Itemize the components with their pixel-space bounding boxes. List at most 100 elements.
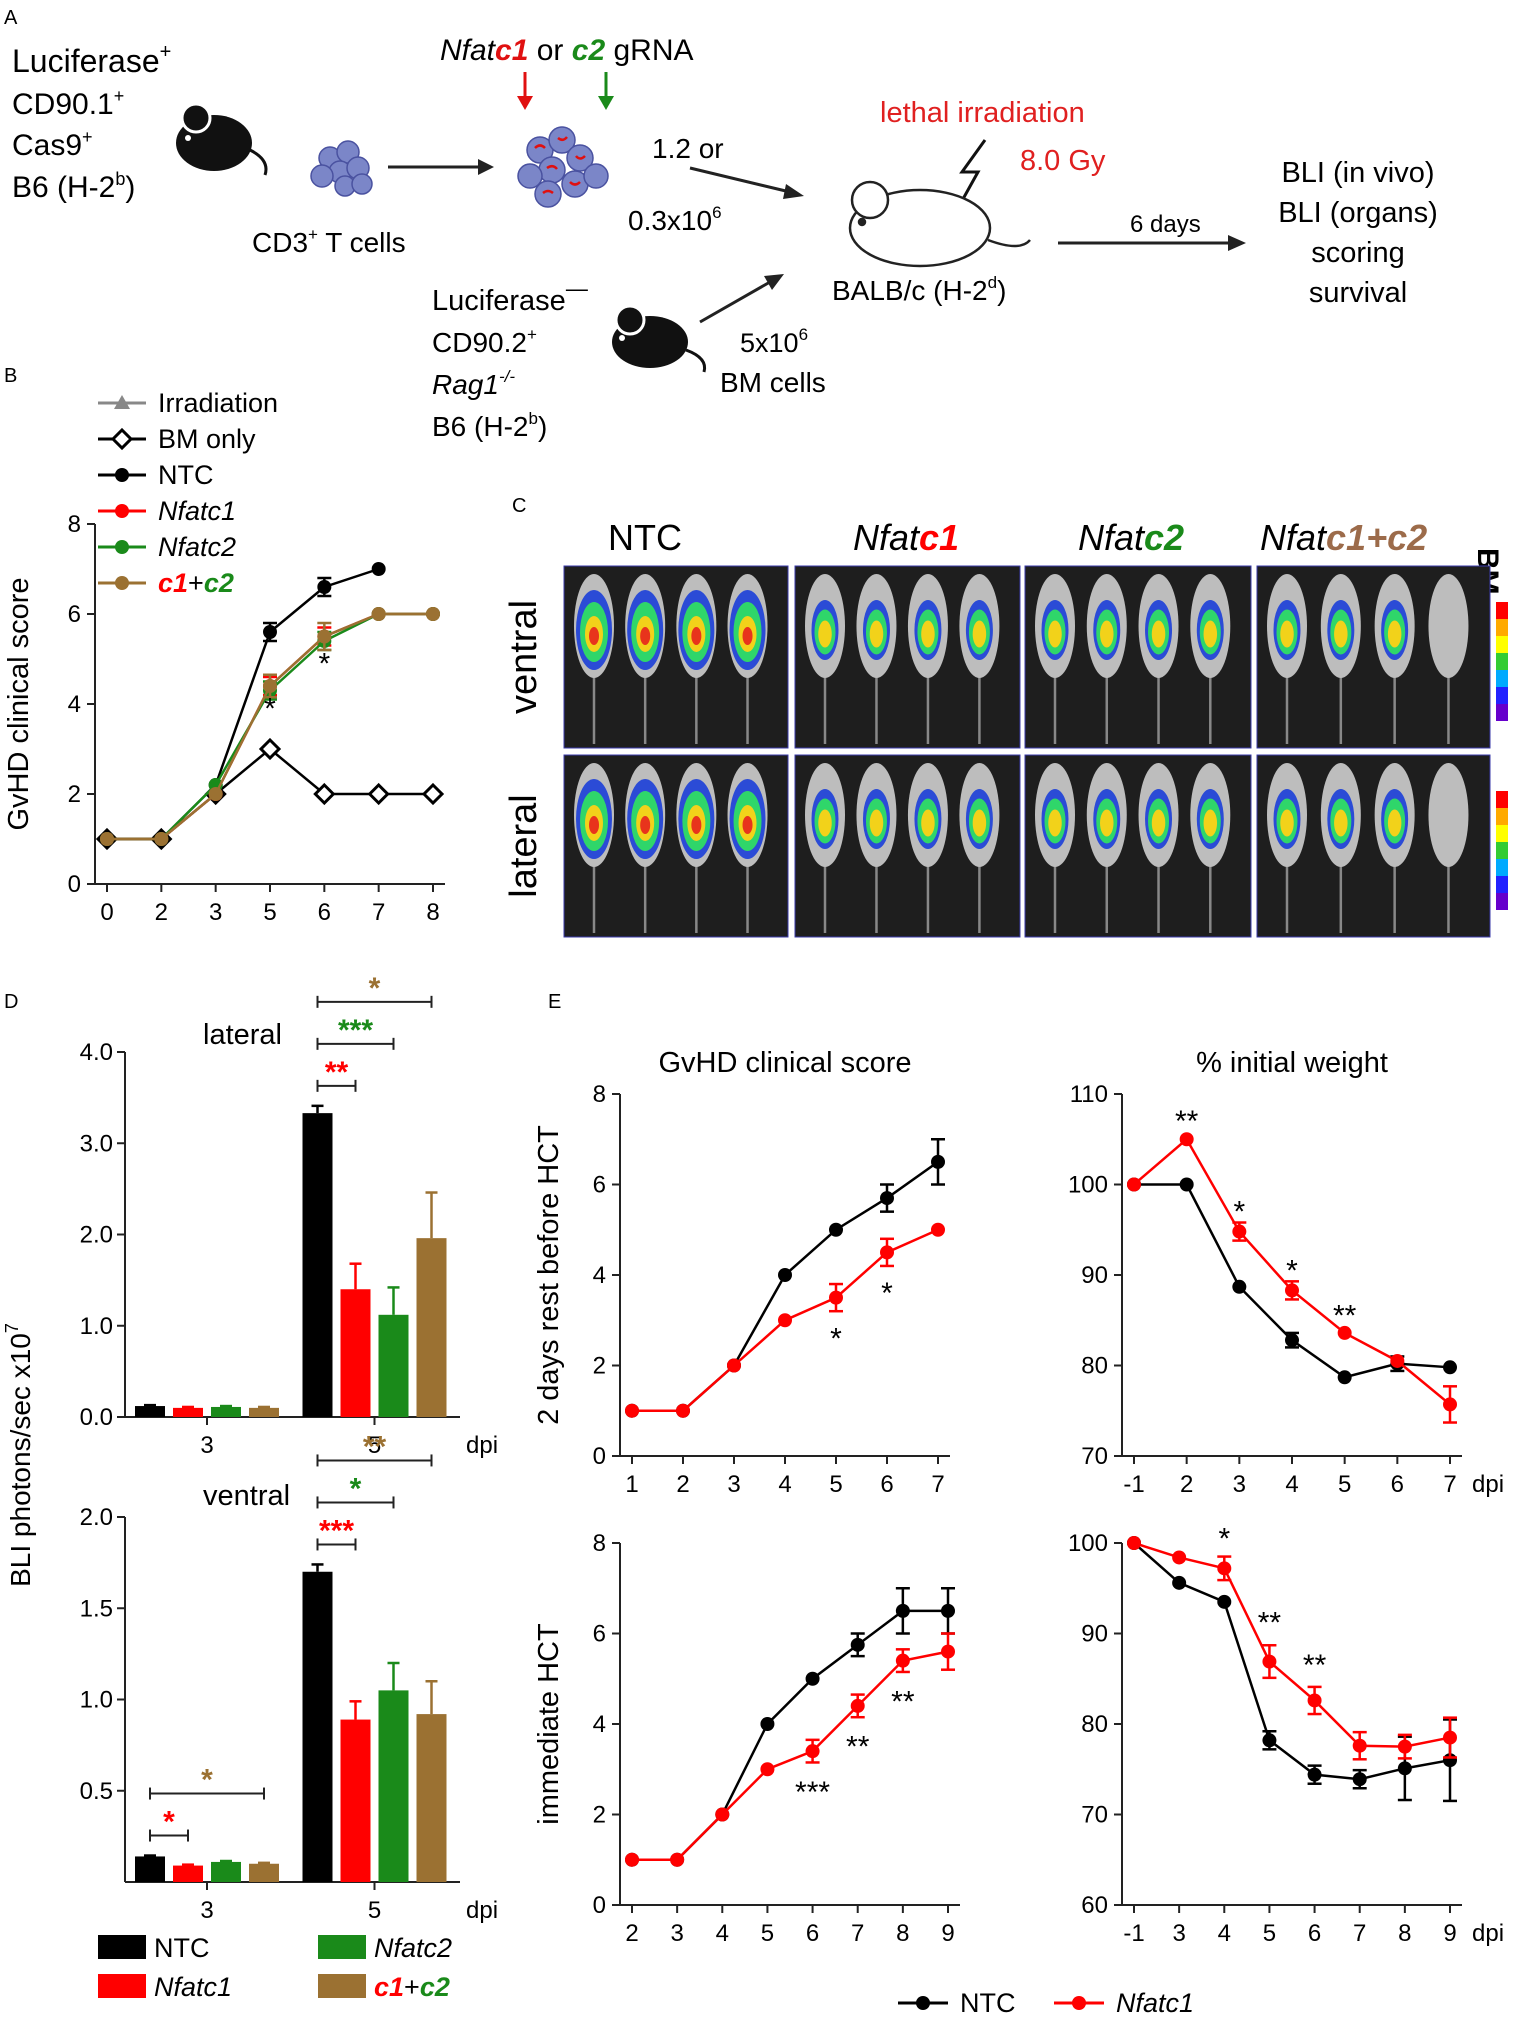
legend-marker — [115, 468, 129, 482]
bar — [378, 1690, 409, 1882]
bar — [173, 1865, 203, 1882]
data-point — [778, 1313, 792, 1328]
data-point — [941, 1644, 955, 1659]
data-point — [1443, 1360, 1457, 1375]
data-point — [670, 1852, 685, 1867]
legend-label: c1+c2 — [158, 568, 234, 598]
chart-title: % initial weight — [1196, 1047, 1388, 1079]
y-tick-label: 4.0 — [80, 1039, 113, 1066]
arrow-head-icon — [1228, 235, 1246, 251]
bar — [340, 1719, 371, 1882]
y-axis-label: BLI photons/sec x107 — [2, 1323, 36, 1587]
bli-signal-inner — [869, 809, 884, 837]
row-label: ventral — [503, 600, 545, 714]
x-tick-label: 2 — [155, 899, 168, 926]
x-tick-label: 5 — [761, 1920, 774, 1947]
color-scale-segment — [1496, 619, 1508, 636]
data-point — [625, 1852, 639, 1867]
significance-marker: ** — [363, 1430, 387, 1463]
mouse-image — [727, 763, 768, 933]
arrow-head-icon — [783, 184, 804, 199]
bm-strain: B6 (H-2b) — [432, 409, 547, 442]
data-point — [895, 1653, 910, 1668]
data-point — [1352, 1772, 1367, 1787]
x-tick-label: 9 — [1443, 1920, 1456, 1947]
mouse-image — [959, 574, 1000, 744]
data-point — [829, 1222, 843, 1237]
x-tick-label: 4 — [778, 1471, 791, 1498]
mouse-image — [676, 574, 717, 744]
series-ntc — [100, 562, 386, 846]
bli-signal-inner — [1100, 809, 1114, 837]
bli-signal-inner — [1100, 620, 1114, 648]
bli-signal-core — [640, 816, 651, 834]
bm-strain-a: B6 (H-2 — [432, 411, 528, 442]
bli-signal-inner — [1151, 809, 1166, 837]
color-scale-segment — [1496, 876, 1508, 893]
x-tick-label: 5 — [263, 899, 276, 926]
panel-letter-c: C — [512, 495, 526, 517]
x-tick-label: 3 — [1233, 1471, 1246, 1498]
bar — [416, 1238, 447, 1417]
x-tick-label: 6 — [806, 1920, 819, 1947]
significance-marker: ** — [1303, 1649, 1327, 1682]
data-point — [263, 625, 277, 639]
y-tick-label: 0.0 — [80, 1404, 113, 1431]
chart-e-top-right: 70 80 90 100 110 -1 2 3 4 5 6 7 dpi % initial weight *… — [1068, 1047, 1504, 1498]
t-cell-cluster-icon — [310, 140, 373, 197]
data-point — [1352, 1738, 1367, 1753]
data-point — [371, 562, 386, 576]
x-tick-label: 5 — [1338, 1471, 1351, 1498]
legend-c2: c2 — [420, 1972, 450, 2002]
bar — [340, 1289, 371, 1417]
panel-letter-d: D — [4, 991, 18, 1013]
bli-signal-inner — [1048, 809, 1062, 837]
data-point — [1307, 1767, 1322, 1782]
x-tick-label: 0 — [100, 899, 113, 926]
y-tick-label: 100 — [1068, 1530, 1108, 1557]
legend-marker — [115, 540, 129, 554]
y-tick-label: 80 — [1081, 1353, 1108, 1380]
x-tick-label: -1 — [1123, 1920, 1144, 1947]
mouse-image — [1428, 763, 1469, 933]
y-tick-label: 90 — [1081, 1262, 1108, 1289]
red-arrow-head-icon — [517, 96, 533, 110]
legend-swatch — [98, 1974, 146, 1998]
y-tick-label: 60 — [1081, 1892, 1108, 1919]
group-header-base: Nfat — [1078, 517, 1146, 558]
bm-luc-sup: — — [566, 276, 588, 301]
x-tick-label: 7 — [1353, 1920, 1366, 1947]
group-header: Nfatc1 — [853, 517, 959, 558]
mouse-image — [907, 763, 948, 933]
bm-cells: BM cells — [720, 367, 826, 398]
mouse-image — [727, 574, 768, 744]
mouse-image — [1138, 763, 1179, 933]
data-point — [880, 1245, 894, 1260]
bm-rag1: Rag1-/- — [432, 367, 515, 400]
legend-marker — [110, 427, 134, 451]
dose2-text: 0.3x10 — [628, 205, 712, 236]
data-point — [1307, 1693, 1322, 1708]
legend-label: Nfatc1 — [158, 496, 236, 526]
data-point — [100, 832, 114, 846]
donor-strain-b: ) — [125, 171, 135, 204]
significance-marker: ** — [325, 1056, 349, 1089]
data-point — [1337, 1325, 1352, 1340]
data-point — [829, 1290, 843, 1305]
host-close: ) — [997, 275, 1006, 306]
bli-signal-core — [640, 627, 651, 645]
donor-strain: B6 (H-2b) — [12, 169, 135, 204]
y-tick-label: 2.0 — [80, 1504, 113, 1531]
x-tick-label: 3 — [200, 1432, 213, 1459]
x-tick-label: 5 — [368, 1432, 381, 1459]
y-axis-label: 2 days rest before HCT — [533, 1125, 565, 1425]
series-line — [632, 1650, 949, 1861]
y-tick-label: 0 — [593, 1892, 606, 1919]
outcome-scoring: scoring — [1311, 237, 1405, 269]
data-point — [715, 1807, 730, 1822]
data-point — [850, 1637, 865, 1652]
chart-title: ventral — [203, 1480, 290, 1512]
bli-signal-inner — [1334, 809, 1348, 837]
